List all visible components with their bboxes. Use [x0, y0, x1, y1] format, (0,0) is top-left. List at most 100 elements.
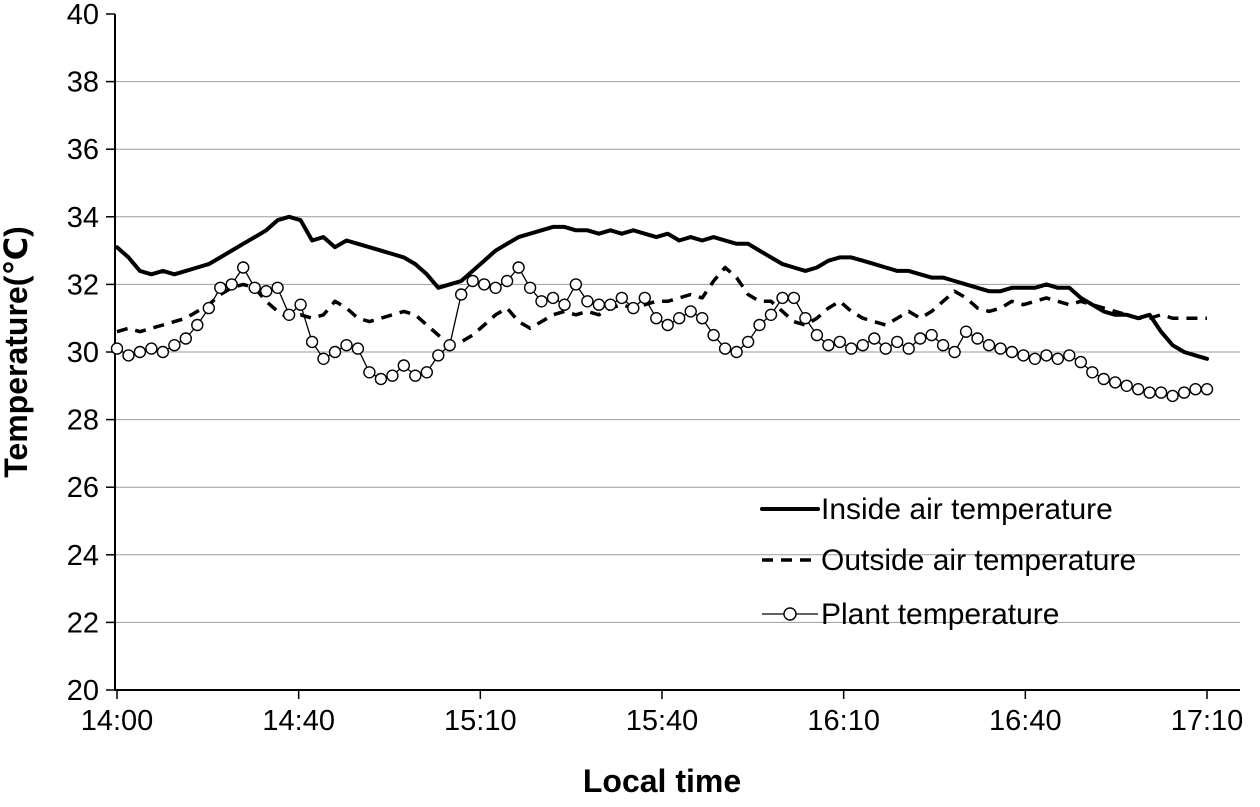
x-tick-label: 14:40 — [262, 705, 335, 737]
plant-marker — [351, 342, 365, 355]
plant-marker — [730, 345, 743, 359]
plant-marker — [638, 291, 651, 305]
y-tick-label: 30 — [67, 337, 99, 369]
plant-marker — [432, 349, 445, 362]
plant-marker — [661, 318, 674, 332]
plant-marker — [696, 312, 709, 325]
plant-marker — [684, 305, 697, 318]
y-tick-label: 40 — [67, 0, 99, 31]
plant-marker — [925, 328, 938, 342]
plant-marker — [971, 332, 984, 345]
plant-marker — [741, 335, 755, 349]
plant-marker — [1028, 352, 1042, 365]
plant-marker — [1200, 383, 1214, 396]
legend-item-inside-air: Inside air temperature — [760, 493, 1113, 526]
plant-marker — [592, 298, 606, 311]
y-tick-label: 34 — [67, 202, 99, 234]
plant-marker — [512, 261, 525, 274]
plant-marker — [650, 312, 663, 325]
plant-marker — [604, 298, 617, 311]
plant-marker — [833, 335, 846, 349]
y-tick-label: 28 — [67, 405, 99, 437]
plant-marker — [133, 345, 147, 359]
x-tick-label: 16:40 — [989, 705, 1062, 737]
plant-marker — [799, 312, 812, 325]
plant-marker — [409, 369, 422, 382]
plant-marker — [202, 301, 216, 315]
x-tick-label: 15:40 — [626, 705, 699, 737]
plant-marker — [1005, 345, 1019, 359]
x-tick-label: 15:10 — [444, 705, 517, 737]
plant-marker — [546, 291, 560, 305]
plant-marker — [1189, 383, 1202, 396]
plant-marker — [294, 298, 307, 311]
plant-marker — [397, 359, 410, 372]
plant-marker — [191, 318, 204, 332]
plant-marker — [455, 288, 468, 301]
plant-marker — [1051, 352, 1065, 365]
plot-area: 20 22 24 26 28 30 32 34 36 38 40 14:00 14:40 15:10 15:… — [67, 0, 1244, 737]
legend-circle-marker-icon — [783, 607, 797, 621]
plant-marker — [581, 295, 594, 308]
legend-item-plant: Plant temperature — [762, 598, 1059, 631]
plant-marker — [627, 301, 640, 315]
x-tick-label: 17:10 — [1171, 705, 1244, 737]
plant-marker — [868, 332, 881, 345]
plant-marker — [214, 281, 227, 294]
plant-marker — [845, 342, 858, 355]
plant-marker — [1063, 349, 1076, 362]
plant-marker — [328, 345, 342, 359]
plant-marker — [523, 281, 537, 294]
plant-marker — [478, 278, 491, 291]
plant-marker — [386, 369, 399, 382]
plant-marker — [122, 349, 135, 362]
plant-marker — [1154, 386, 1168, 399]
plant-marker — [340, 339, 353, 352]
plant-marker — [615, 291, 628, 305]
plant-marker — [271, 281, 284, 294]
plant-marker — [764, 308, 778, 321]
plant-marker — [787, 291, 801, 305]
y-tick-label: 20 — [67, 675, 99, 707]
plant-marker — [535, 295, 548, 308]
plant-marker — [466, 274, 479, 288]
plant-marker — [822, 339, 835, 352]
plant-marker — [982, 339, 996, 352]
y-tick-label: 36 — [67, 134, 99, 166]
plant-marker — [558, 298, 571, 311]
y-tick-label: 22 — [67, 607, 99, 639]
plant-marker — [1166, 389, 1179, 403]
plant-marker — [168, 339, 181, 352]
plant-marker — [1143, 386, 1156, 399]
plant-marker — [443, 339, 456, 352]
plant-marker — [902, 342, 915, 355]
plant-marker — [317, 352, 330, 365]
plant-marker — [225, 278, 238, 291]
plant-marker — [179, 332, 193, 345]
plant-marker — [753, 318, 766, 332]
plant-marker — [1040, 349, 1053, 362]
y-axis-title: Temperature(℃) — [0, 226, 34, 478]
plant-marker — [420, 366, 433, 379]
legend-label-plant: Plant temperature — [821, 598, 1059, 631]
plant-marker — [776, 291, 789, 305]
plant-marker — [1086, 366, 1099, 379]
plant-marker — [248, 281, 261, 294]
x-tick-label: 14:00 — [81, 705, 154, 737]
y-tick-label: 24 — [67, 540, 99, 572]
legend: Inside air temperature Outside air tempe… — [760, 493, 1136, 631]
y-tick-label: 32 — [67, 269, 99, 301]
inside-air-line — [115, 214, 1209, 361]
plant-marker — [810, 328, 824, 342]
plant-marker — [948, 345, 961, 359]
plant-marker — [936, 339, 950, 352]
plant-marker — [236, 261, 250, 274]
plant-marker — [156, 345, 170, 359]
plant-marker — [110, 342, 124, 355]
plant-marker — [879, 342, 892, 355]
plant-marker — [707, 328, 720, 342]
legend-label-inside-air: Inside air temperature — [821, 493, 1113, 526]
plant-marker — [1017, 349, 1030, 362]
